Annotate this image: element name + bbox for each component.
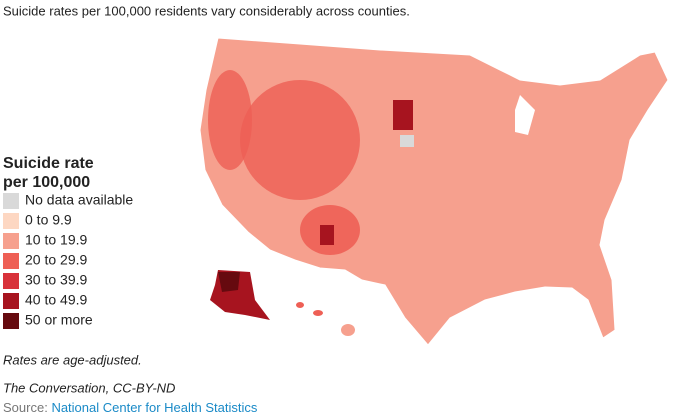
alaska <box>210 270 270 320</box>
legend-label: 0 to 9.9 <box>25 212 72 228</box>
legend-swatch <box>3 313 19 329</box>
region-nodata <box>400 135 414 147</box>
region-west <box>240 80 360 200</box>
us-map <box>199 37 669 346</box>
source-label: Source: <box>3 400 48 415</box>
legend: No data available 0 to 9.9 10 to 19.9 20 to… <box>3 192 133 329</box>
legend-label: 10 to 19.9 <box>25 232 87 248</box>
note: Rates are age-adjusted. <box>3 352 142 367</box>
lake-michigan <box>515 95 535 135</box>
hawaii <box>341 324 355 336</box>
source: Source: National Center for Health Stati… <box>3 400 258 415</box>
legend-swatch <box>3 193 19 209</box>
legend-label: No data available <box>25 192 133 208</box>
region-nm <box>320 225 334 245</box>
alaska-north <box>218 272 240 292</box>
legend-swatch <box>3 273 19 289</box>
legend-swatch <box>3 253 19 269</box>
title: Suicide rates per 100,000 residents vary… <box>3 3 410 18</box>
region-dakota <box>393 100 413 130</box>
legend-label: 20 to 29.9 <box>25 252 87 268</box>
legend-swatch <box>3 213 19 229</box>
credit: The Conversation, CC-BY-ND <box>3 380 175 395</box>
legend-swatch <box>3 233 19 249</box>
region-pacific <box>208 70 252 170</box>
legend-label: 30 to 39.9 <box>25 272 87 288</box>
hawaii <box>313 310 323 316</box>
legend-title: per 100,000 <box>3 174 90 191</box>
legend-label: 40 to 49.9 <box>25 292 87 308</box>
hawaii <box>296 302 304 308</box>
legend-label: 50 or more <box>25 312 93 328</box>
legend-title: Suicide rate <box>3 155 94 172</box>
legend-swatch <box>3 293 19 309</box>
source-link[interactable]: National Center for Health Statistics <box>51 400 257 415</box>
